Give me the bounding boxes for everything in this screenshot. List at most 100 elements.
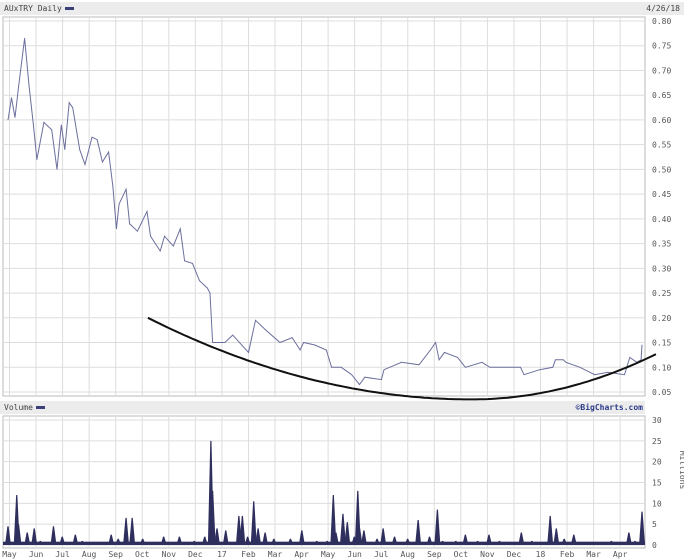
price-tick-label: 0.25 [652,289,671,298]
price-tick-label: 0.65 [652,91,671,100]
price-point [629,356,631,358]
price-point [443,352,445,353]
price-point [91,136,93,138]
legend-swatch-icon [35,406,45,409]
price-point [359,384,360,385]
price-tick-label: 0.05 [652,388,671,397]
price-point [84,164,86,165]
x-tick-label: Feb [241,550,256,559]
price-tick-label: 0.10 [652,363,671,372]
volume-tick-label: 5 [652,520,657,529]
volume-bar [380,528,387,545]
price-point [137,230,138,232]
price-tick-label: 0.30 [652,264,671,273]
price-point [129,223,130,225]
volume-bar [339,513,346,545]
x-tick-label: Apr [613,550,628,559]
price-point [192,262,193,264]
price-point [224,342,226,343]
price-point [457,356,458,358]
price-point [383,369,385,371]
price-point [43,122,45,123]
price-point [72,107,74,108]
price-point [24,37,26,39]
price-point [464,366,466,368]
chart-date: 4/26/18 [646,4,680,13]
price-point [60,124,62,126]
price-point [351,374,353,376]
price-point [340,366,342,368]
price-tick-label: 0.80 [652,17,671,26]
volume-tick-label: 25 [652,437,662,446]
x-tick-label: Jun [347,550,362,559]
price-point [314,344,316,346]
price-point [164,235,165,237]
volume-tick-label: 20 [652,458,662,467]
volume-bar [31,528,38,545]
price-point [232,334,234,336]
price-point [184,260,186,262]
volume-bar [214,528,221,545]
price-tick-label: 0.55 [652,141,671,150]
price-point [523,374,525,376]
volume-bar [15,524,22,545]
price-point [418,364,420,366]
x-tick-label: Feb [560,550,575,559]
price-point [438,359,440,361]
price-tick-label: 0.40 [652,215,671,224]
price-point [7,119,9,121]
price-point [325,349,327,351]
bigcharts-credit[interactable]: ©BigCharts.com [575,403,643,412]
price-point [364,376,366,378]
price-point [172,245,174,247]
x-tick-label: May [2,550,17,559]
price-point [112,186,114,188]
volume-bar [434,509,441,545]
price-point [64,149,66,151]
price-point [520,366,521,368]
x-tick-label: Mar [586,550,601,559]
x-tick-label: Sep [108,550,123,559]
volume-bar [50,526,57,545]
price-point [489,366,491,368]
price-point [159,250,161,252]
price-point [248,352,249,353]
price-point [481,361,483,363]
price-point [79,149,81,151]
price-point [299,349,301,351]
price-tick-label: 0.15 [652,339,671,348]
x-tick-label: Oct [135,550,150,559]
volume-bar [553,528,560,545]
x-tick-label: Dec [188,550,203,559]
volume-bar [255,528,262,545]
volume-tick-label: 30 [652,416,662,425]
price-point [624,374,625,376]
volume-bar [129,517,136,545]
price-point [56,169,58,170]
price-point [555,359,556,361]
volume-title-text: Volume [4,403,33,412]
volume-bar [239,515,246,545]
price-point [209,292,211,294]
price-point [146,211,148,212]
price-point [199,280,200,282]
volume-bar [123,517,130,545]
trendline [147,316,657,401]
volume-axis-label: Millions [678,451,684,490]
price-point [36,159,38,160]
volume-bar [330,495,337,545]
volume-bar [356,528,363,545]
x-tick-label: Apr [294,550,309,559]
price-point [102,161,103,163]
price-point [539,369,541,371]
price-tick-label: 0.50 [652,165,671,174]
price-point [255,319,256,321]
price-point [565,361,567,363]
price-point [291,337,293,338]
volume-bar [222,530,229,545]
price-point [381,379,382,381]
volume-bar [415,520,422,545]
price-tick-label: 0.75 [652,42,671,51]
price-point [331,366,332,368]
